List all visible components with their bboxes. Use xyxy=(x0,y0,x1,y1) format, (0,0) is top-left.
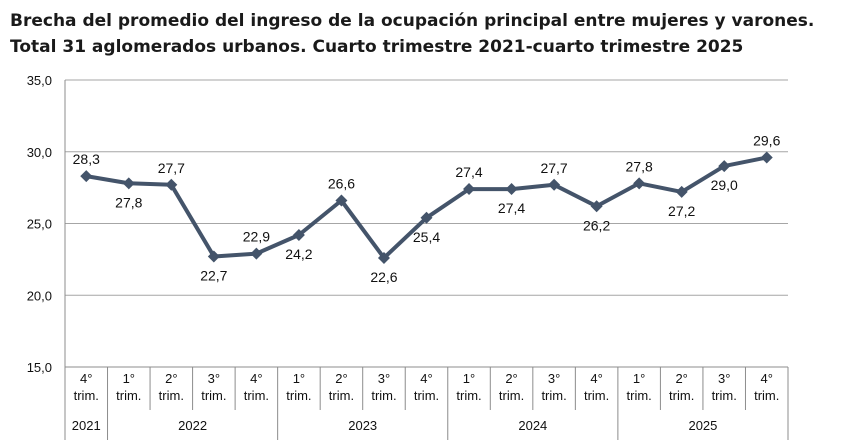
x-tick-label-quarter: 1° xyxy=(123,371,135,386)
x-tick-label-trim: trim. xyxy=(712,388,737,403)
x-tick-label-trim: trim. xyxy=(456,388,481,403)
data-point-marker xyxy=(335,194,348,207)
x-tick-label-quarter: 1° xyxy=(293,371,305,386)
data-label: 22,6 xyxy=(370,269,397,285)
data-label: 22,9 xyxy=(243,229,270,245)
x-tick-label-trim: trim. xyxy=(286,388,311,403)
y-tick-label: 30,0 xyxy=(27,145,52,160)
data-label: 27,8 xyxy=(115,194,142,210)
data-point-marker xyxy=(420,211,433,224)
data-label: 27,7 xyxy=(540,160,567,176)
data-point-marker xyxy=(548,178,561,191)
x-tick-label-trim: trim. xyxy=(74,388,99,403)
data-label: 27,4 xyxy=(455,164,482,180)
x-tick-label-quarter: 3° xyxy=(208,371,220,386)
x-tick-label-quarter: 3° xyxy=(378,371,390,386)
x-tick-label-quarter: 4° xyxy=(420,371,432,386)
x-year-label: 2022 xyxy=(178,418,207,433)
x-year-label: 2024 xyxy=(518,418,547,433)
data-point-marker xyxy=(718,160,731,173)
x-tick-label-quarter: 2° xyxy=(165,371,177,386)
x-tick-label-trim: trim. xyxy=(244,388,269,403)
x-tick-label-quarter: 2° xyxy=(675,371,687,386)
data-point-marker xyxy=(122,177,135,190)
data-point-marker xyxy=(377,251,390,264)
x-tick-label-trim: trim. xyxy=(754,388,779,403)
x-tick-label-trim: trim. xyxy=(159,388,184,403)
x-tick-label-trim: trim. xyxy=(201,388,226,403)
chart-title-line-1: Brecha del promedio del ingreso de la oc… xyxy=(10,11,815,31)
chart-title: Brecha del promedio del ingreso de la oc… xyxy=(10,8,860,60)
data-label: 27,7 xyxy=(158,160,185,176)
y-tick-label: 15,0 xyxy=(27,360,52,375)
x-tick-label-quarter: 4° xyxy=(590,371,602,386)
x-tick-label-trim: trim. xyxy=(669,388,694,403)
x-tick-label-quarter: 1° xyxy=(633,371,645,386)
data-label: 27,8 xyxy=(626,158,653,174)
x-tick-label-quarter: 3° xyxy=(718,371,730,386)
y-tick-label: 35,0 xyxy=(27,73,52,88)
data-point-marker xyxy=(165,178,178,191)
chart-title-line-2: Total 31 aglomerados urbanos. Cuarto tri… xyxy=(10,37,744,57)
x-tick-label-quarter: 4° xyxy=(80,371,92,386)
x-year-label: 2023 xyxy=(348,418,377,433)
data-point-marker xyxy=(292,228,305,241)
x-tick-label-quarter: 4° xyxy=(250,371,262,386)
data-label: 27,4 xyxy=(498,200,525,216)
data-label: 29,0 xyxy=(711,177,738,193)
data-label: 22,7 xyxy=(200,268,227,284)
x-tick-label-quarter: 4° xyxy=(761,371,773,386)
data-point-marker xyxy=(80,170,93,183)
x-tick-label-trim: trim. xyxy=(627,388,652,403)
x-tick-label-trim: trim. xyxy=(414,388,439,403)
x-tick-label-trim: trim. xyxy=(541,388,566,403)
data-point-marker xyxy=(505,183,518,196)
data-label: 28,3 xyxy=(73,151,100,167)
x-year-label: 2025 xyxy=(688,418,717,433)
data-label: 26,6 xyxy=(328,176,355,192)
x-tick-label-trim: trim. xyxy=(329,388,354,403)
data-label: 25,4 xyxy=(413,229,440,245)
x-tick-label-quarter: 2° xyxy=(505,371,517,386)
x-tick-label-quarter: 3° xyxy=(548,371,560,386)
data-label: 26,2 xyxy=(583,217,610,233)
x-tick-label-trim: trim. xyxy=(116,388,141,403)
data-label: 29,6 xyxy=(753,132,780,148)
data-label: 27,2 xyxy=(668,203,695,219)
x-tick-label-trim: trim. xyxy=(499,388,524,403)
x-tick-label-trim: trim. xyxy=(584,388,609,403)
y-tick-label: 20,0 xyxy=(27,288,52,303)
data-label: 24,2 xyxy=(285,246,312,262)
x-year-label: 2021 xyxy=(72,418,101,433)
data-point-marker xyxy=(760,151,773,164)
data-point-marker xyxy=(463,183,476,196)
x-tick-label-quarter: 2° xyxy=(335,371,347,386)
data-point-marker xyxy=(590,200,603,213)
data-point-marker xyxy=(207,250,220,263)
data-point-marker xyxy=(250,247,263,260)
x-tick-label-trim: trim. xyxy=(371,388,396,403)
x-tick-label-quarter: 1° xyxy=(463,371,475,386)
y-tick-label: 25,0 xyxy=(27,217,52,232)
data-point-marker xyxy=(633,177,646,190)
data-point-marker xyxy=(675,185,688,198)
